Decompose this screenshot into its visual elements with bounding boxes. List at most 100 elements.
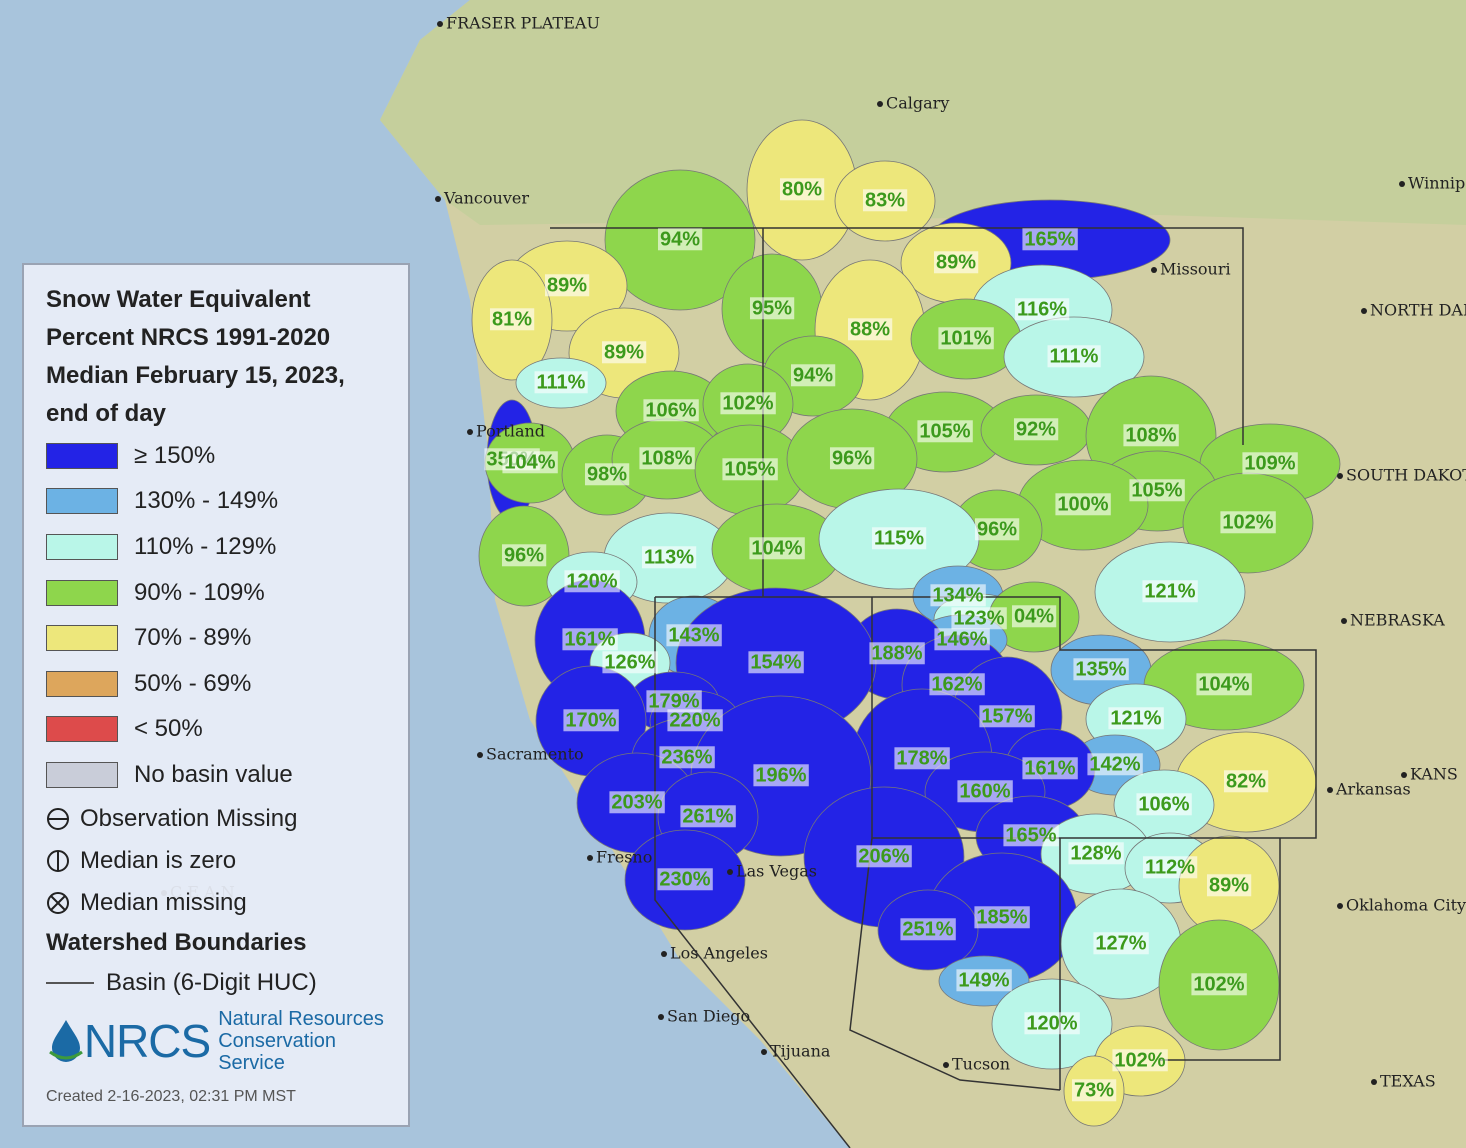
legend-swatch [46,579,118,606]
place-dot [1399,181,1405,187]
place-label: Missouri [1160,260,1231,279]
basin-label: 100% [1057,493,1108,515]
label-box [601,341,647,364]
place-dot [437,21,443,27]
label-box [930,584,986,607]
basin-label: 165% [1024,228,1075,250]
label-box [1003,824,1059,847]
place-label: TEXAS [1380,1072,1436,1091]
basin-label: 104% [751,537,802,559]
label-box [1087,753,1143,776]
place-label: San Diego [667,1007,750,1026]
label-box [1108,707,1164,730]
basin-label: 160% [959,780,1010,802]
place-label: SOUTH DAKOTA [1346,466,1466,485]
label-box [1022,228,1078,251]
label-box [929,673,985,696]
place-dot [761,1049,767,1055]
legend-swatch [46,761,118,788]
label-box [1073,658,1129,681]
label-box [646,690,702,713]
place-label: NORTH DAKOTA [1370,301,1466,320]
label-box [934,628,990,651]
label-box [563,709,619,732]
basin-label: 94% [793,364,833,386]
place-label: Vancouver [443,189,529,208]
basin-label: 80% [782,178,822,200]
label-box [779,178,825,201]
basin-label: 98% [587,463,627,485]
basin-label: 143% [668,624,719,646]
basin-label: 83% [865,189,905,211]
basin-label: 04% [1014,605,1054,627]
place-dot [1341,618,1347,624]
boundaries-title: Watershed Boundaries [46,928,307,956]
legend: Snow Water Equivalent Percent NRCS 1991-… [22,263,410,1127]
basin-label: 121% [1144,580,1195,602]
place-label: Sacramento [486,745,584,764]
place-dot [943,1062,949,1068]
label-box [659,746,715,769]
label-box [489,308,535,331]
label-box [974,518,1020,541]
place-dot [1151,267,1157,273]
label-box [1022,757,1078,780]
basin-label: 127% [1095,932,1146,954]
place-dot [1401,772,1407,778]
basin-label: 178% [896,747,947,769]
basin-label: 96% [832,447,872,469]
basin-label: 111% [537,371,586,393]
label-box [657,228,703,251]
basin-label: 102% [1222,511,1273,533]
basin-label: 89% [604,341,644,363]
label-box [584,463,630,486]
place-label: Los Angeles [670,944,768,963]
label-box [938,327,994,350]
label-box [869,642,925,665]
label-box [862,189,908,212]
basin-label: 154% [750,651,801,673]
boundary-label: Basin (6-Digit HUC) [106,968,317,996]
legend-swatch [46,716,118,743]
symbol: Observation Missing [34,798,398,840]
logo: NRCS Natural Resources Conservation Servi… [34,1008,398,1074]
basin-label: 113% [644,546,694,568]
basin-label: 230% [659,868,710,890]
label-box [1129,479,1185,502]
basin-label: 115% [874,527,924,549]
place-dot [1371,1079,1377,1085]
symbol-label: Median is zero [80,846,237,874]
place-dot [467,429,473,435]
place-dot [1327,787,1333,793]
label-box [856,845,912,868]
label-box [1112,1049,1168,1072]
label-box [1024,1012,1080,1035]
label-box [957,780,1013,803]
basin-label: 161% [564,628,615,650]
legend-title: Snow Water Equivalent Percent NRCS 1991-… [46,286,345,427]
symbol: Median is zero [34,840,398,882]
canada [380,0,1466,225]
label-box [1223,770,1269,793]
label-box [501,544,547,567]
place-label: Fresno [596,848,652,867]
label-box [1014,298,1070,321]
label-box [720,392,776,415]
label-box [894,747,950,770]
label-box [1136,793,1192,816]
basin-label: 81% [492,308,532,330]
label-box [1142,856,1198,879]
place-dot [658,1014,664,1020]
basin-label: 121% [1110,707,1161,729]
basin-label: 206% [858,845,909,867]
basin-label: 165% [1005,824,1056,846]
basin-label: 135% [1075,658,1126,680]
basin-label: 220% [669,709,720,731]
basin-label: 82% [1226,770,1266,792]
basin-label: 96% [977,518,1017,540]
labels: 94% 80% 83% 165% 89% 89% 116% 95% 88% 81% 101% 111%… [161,14,1466,1102]
basin-label: 179% [648,690,699,712]
place-label: Tucson [952,1055,1010,1074]
basin-label: 251% [902,918,953,940]
